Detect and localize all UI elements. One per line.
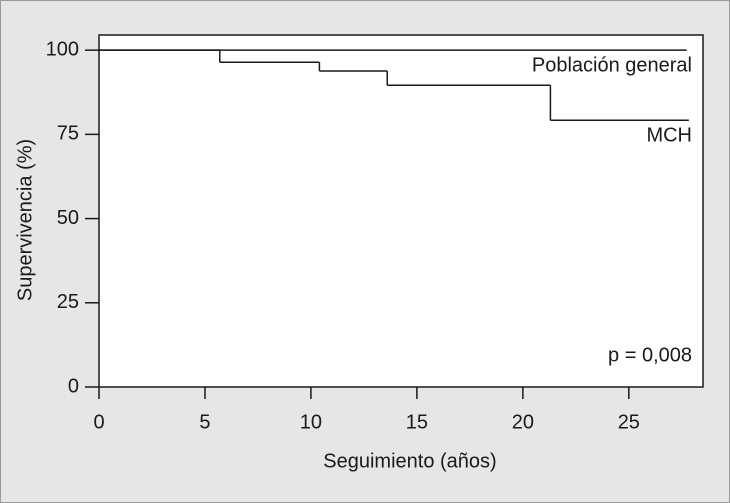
y-tick-label: 75	[57, 123, 79, 145]
step-end	[687, 119, 689, 122]
plot-area	[98, 34, 704, 388]
x-axis-title: Seguimiento (años)	[323, 450, 496, 472]
p-value: p = 0,008	[608, 344, 692, 366]
series-label: Población general	[532, 54, 692, 76]
y-tick-label: 25	[57, 291, 79, 313]
x-tick-label: 25	[618, 411, 640, 433]
x-tick-label: 15	[406, 411, 428, 433]
series-label: MCH	[646, 125, 692, 147]
y-tick-label: 0	[68, 375, 79, 397]
step-end	[685, 49, 687, 51]
y-tick-label: 100	[46, 38, 79, 60]
y-axis-title: Supervivencia (%)	[14, 139, 36, 301]
y-tick-label: 50	[57, 207, 79, 229]
x-tick-label: 0	[93, 411, 104, 433]
x-tick-label: 10	[300, 411, 322, 433]
x-tick-label: 5	[199, 411, 210, 433]
x-tick-label: 20	[512, 411, 534, 433]
